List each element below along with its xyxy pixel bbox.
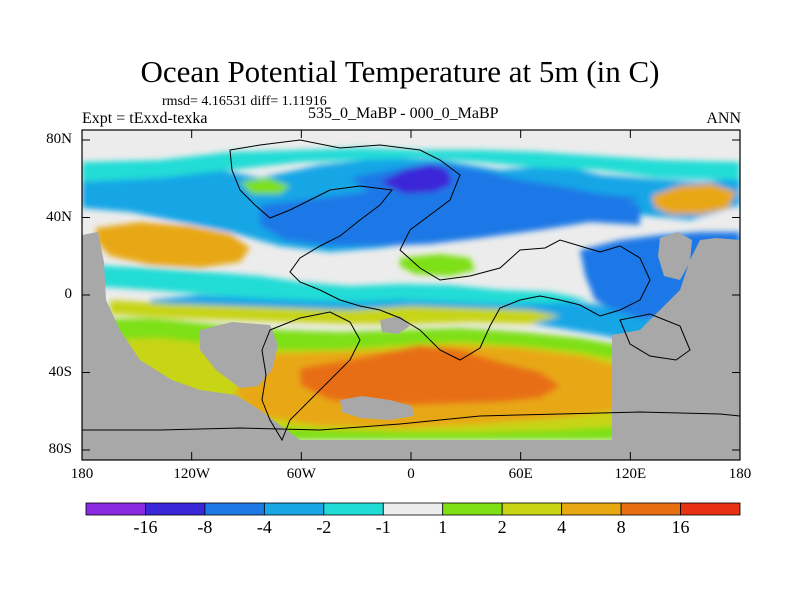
lon-tick-label: 60E <box>508 466 533 482</box>
colorbar-label: 1 <box>438 517 448 537</box>
colorbar-label: 16 <box>671 517 690 537</box>
lat-tick-label: 0 <box>64 286 73 302</box>
colorbar-label: 8 <box>616 517 626 537</box>
colorbar-swatch <box>263 502 325 516</box>
colorbar-swatch <box>442 502 503 516</box>
cooling-region-high-lat <box>82 148 740 182</box>
land-central-continent <box>200 322 278 388</box>
coastline-south-continent <box>261 311 361 442</box>
colorbar-label: -2 <box>316 517 332 537</box>
coastline-antarctic <box>82 411 740 431</box>
colorbar-label: -4 <box>256 517 272 537</box>
lat-tick-label: 40N <box>46 208 72 225</box>
lon-tick-label: 120W <box>173 466 210 482</box>
lat-tick-label: 80S <box>48 441 72 457</box>
warming-pacific-west <box>96 222 250 268</box>
warming-blob-north <box>240 178 290 194</box>
colorbar-swatch <box>680 502 741 516</box>
land-south-mid <box>340 396 414 420</box>
map-field <box>82 130 740 460</box>
colorbar-swatch <box>620 502 681 516</box>
cooling-region-tropical-core <box>90 265 590 304</box>
coastline-east <box>619 313 691 361</box>
warming-blob-mid <box>400 254 475 276</box>
land-small-island <box>380 316 410 334</box>
land-south-polar <box>82 440 740 460</box>
colorbar-label: 4 <box>557 517 567 537</box>
warming-north-atlantic <box>652 184 736 214</box>
land-southwest <box>82 232 300 440</box>
colorbar <box>85 502 741 516</box>
lon-tick-label: 180 <box>70 466 94 482</box>
colorbar-swatch <box>323 502 384 516</box>
latitude-tick-marks <box>82 139 740 451</box>
lon-tick-label: 60W <box>286 466 316 482</box>
coastline-outlines <box>82 139 740 442</box>
lat-tick-label: 40S <box>48 363 72 380</box>
map-title: Ocean Potential Temperature at 5m (in C) <box>140 54 660 89</box>
colorbar-label: -16 <box>133 517 158 537</box>
strong-cooling-core <box>380 164 452 194</box>
strong-warming-core <box>300 345 560 406</box>
colorbar-swatch <box>204 502 265 516</box>
coastline-north-continent <box>229 139 651 361</box>
lon-tick-label: 0 <box>407 466 415 482</box>
warming-tropical-belt <box>110 300 560 324</box>
colorbar-swatch <box>145 502 206 516</box>
colorbar-swatch <box>501 502 563 516</box>
land-east-peninsula <box>658 232 692 280</box>
lon-tick-label: 120E <box>614 466 647 482</box>
longitude-tick-marks <box>81 130 741 460</box>
land-east-continent <box>612 238 740 440</box>
colorbar-swatch <box>382 502 444 516</box>
experiment-label: Expt = tExxd-texka <box>82 110 208 127</box>
lat-tick-label: 80N <box>46 131 72 147</box>
season-label: ANN <box>706 110 741 127</box>
stats-readout: rmsd= 4.16531 diff= 1.11916 <box>162 94 327 109</box>
land-masses <box>82 232 740 460</box>
difference-label: 535_0_MaBP - 000_0_MaBP <box>308 105 499 122</box>
colorbar-label: 2 <box>497 517 507 537</box>
colorbar-swatch <box>561 502 622 516</box>
colorbar-label: -1 <box>375 517 391 537</box>
lon-tick-label: 180 <box>728 466 752 482</box>
colorbar-swatch <box>85 502 146 516</box>
colorbar-label: -8 <box>197 517 213 537</box>
